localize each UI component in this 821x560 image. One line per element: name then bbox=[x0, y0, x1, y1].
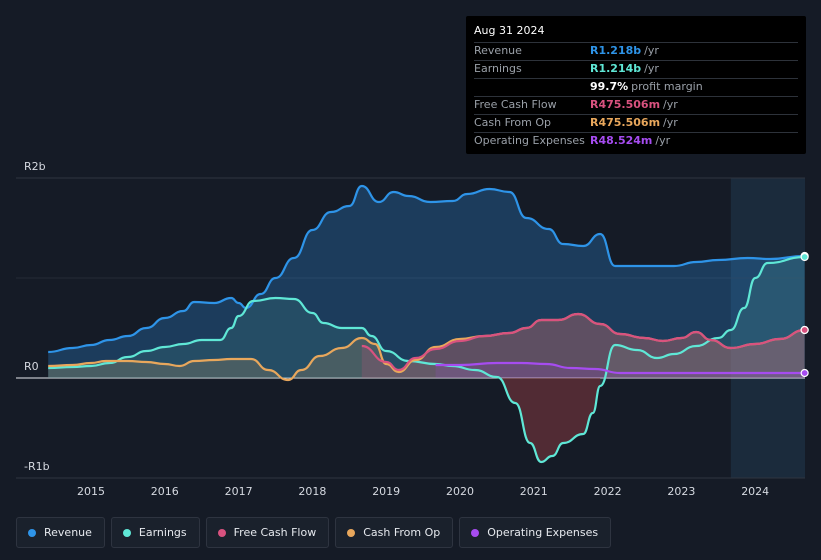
x-tick-label: 2015 bbox=[77, 485, 105, 498]
tooltip-date: Aug 31 2024 bbox=[474, 24, 545, 37]
tooltip-row-label: Revenue bbox=[474, 44, 522, 57]
x-tick-label: 2022 bbox=[594, 485, 622, 498]
y-tick-label: R0 bbox=[24, 360, 39, 373]
legend-dot-icon bbox=[122, 528, 131, 537]
tooltip-row-unit: /yr bbox=[655, 134, 671, 147]
x-tick-label: 2023 bbox=[667, 485, 695, 498]
tooltip-row-label bbox=[474, 79, 590, 96]
revenue-area bbox=[48, 186, 805, 378]
tooltip-row-free-cash-flow: Free Cash Flow R475.506m/yr bbox=[474, 96, 798, 114]
free-cash-flow-line bbox=[361, 312, 805, 372]
earnings-area bbox=[48, 257, 805, 462]
tooltip-row-operating-expenses: Operating Expenses R48.524m/yr bbox=[474, 132, 798, 150]
tooltip-row-earnings: Earnings R1.214b/yr bbox=[474, 60, 798, 78]
free-cash-flow-area bbox=[361, 314, 805, 378]
tooltip-row-value: R48.524m bbox=[590, 134, 653, 147]
legend-dot-icon bbox=[217, 528, 226, 537]
y-tick-label: -R1b bbox=[24, 460, 50, 473]
x-tick-label: 2019 bbox=[372, 485, 400, 498]
highlight-band bbox=[730, 178, 805, 478]
legend-dot-icon bbox=[471, 528, 480, 537]
revenue-line bbox=[48, 184, 805, 354]
operating-expenses-end-marker bbox=[800, 368, 809, 378]
earnings-negative-area bbox=[496, 377, 601, 462]
operating-expenses-area bbox=[435, 363, 805, 378]
legend-item-operating-expenses[interactable]: Operating Expenses bbox=[459, 517, 612, 548]
x-tick-label: 2020 bbox=[446, 485, 474, 498]
legend-item-revenue[interactable]: Revenue bbox=[16, 517, 105, 548]
chart-lines bbox=[48, 184, 805, 464]
legend-label: Revenue bbox=[44, 526, 92, 539]
chart-legend: Revenue Earnings Free Cash Flow Cash From O… bbox=[16, 517, 617, 548]
tooltip-row-unit: /yr bbox=[644, 44, 659, 57]
x-tick-label: 2021 bbox=[520, 485, 548, 498]
operating-expenses-line bbox=[435, 361, 805, 375]
tooltip-panel: Aug 31 2024 Revenue R1.218b/yr Earnings R1.… bbox=[466, 16, 806, 154]
tooltip-rows: Revenue R1.218b/yr Earnings R1.214b/yr 99.7%… bbox=[474, 42, 798, 150]
legend-dot-icon bbox=[28, 528, 36, 537]
tooltip-row-value: R475.506m bbox=[590, 98, 661, 111]
chart-grid bbox=[16, 177, 805, 479]
tooltip-row-unit: /yr bbox=[644, 62, 659, 75]
y-tick-label: R2b bbox=[24, 160, 46, 173]
x-axis-labels: 2015 2016 2017 2018 2019 2020 2021 2022 2023 2024 bbox=[77, 485, 769, 498]
chart-end-markers bbox=[800, 251, 809, 378]
x-tick-label: 2017 bbox=[225, 485, 253, 498]
legend-dot-icon bbox=[347, 528, 356, 537]
tooltip-row-unit: profit margin bbox=[631, 80, 703, 93]
tooltip-row-profit-margin: 99.7% profit margin bbox=[474, 78, 798, 96]
chart-areas bbox=[48, 186, 805, 462]
legend-item-free-cash-flow[interactable]: Free Cash Flow bbox=[205, 517, 330, 548]
tooltip-row-revenue: Revenue R1.218b/yr bbox=[474, 42, 798, 60]
x-tick-label: 2016 bbox=[151, 485, 179, 498]
legend-item-cash-from-op[interactable]: Cash From Op bbox=[335, 517, 454, 548]
tooltip-row-unit: /yr bbox=[663, 98, 678, 111]
cash-from-op-area bbox=[48, 314, 805, 380]
tooltip-row-cash-from-op: Cash From Op R475.506m/yr bbox=[474, 114, 798, 132]
tooltip-row-value: R475.506m bbox=[590, 116, 661, 129]
tooltip-row-value: R1.214b bbox=[590, 62, 642, 75]
tooltip-row-label: Cash From Op bbox=[474, 116, 552, 129]
x-tick-label: 2024 bbox=[741, 485, 769, 498]
free-cash-flow-end-marker bbox=[800, 325, 809, 335]
legend-label: Earnings bbox=[138, 526, 187, 539]
tooltip-row-value: R1.218b bbox=[590, 44, 642, 57]
tooltip-row-label: Earnings bbox=[474, 62, 522, 75]
legend-label: Cash From Op bbox=[363, 526, 441, 539]
legend-label: Operating Expenses bbox=[487, 526, 599, 539]
tooltip-row-label: Free Cash Flow bbox=[474, 98, 557, 111]
tooltip-row-value: 99.7% bbox=[590, 80, 629, 93]
earnings-end-marker bbox=[800, 252, 809, 262]
legend-item-earnings[interactable]: Earnings bbox=[110, 517, 200, 548]
tooltip-row-unit: /yr bbox=[663, 116, 678, 129]
tooltip-row-label: Operating Expenses bbox=[474, 134, 585, 147]
legend-label: Free Cash Flow bbox=[233, 526, 317, 539]
y-axis-labels: R2b R0 -R1b bbox=[24, 160, 50, 473]
x-tick-label: 2018 bbox=[298, 485, 326, 498]
